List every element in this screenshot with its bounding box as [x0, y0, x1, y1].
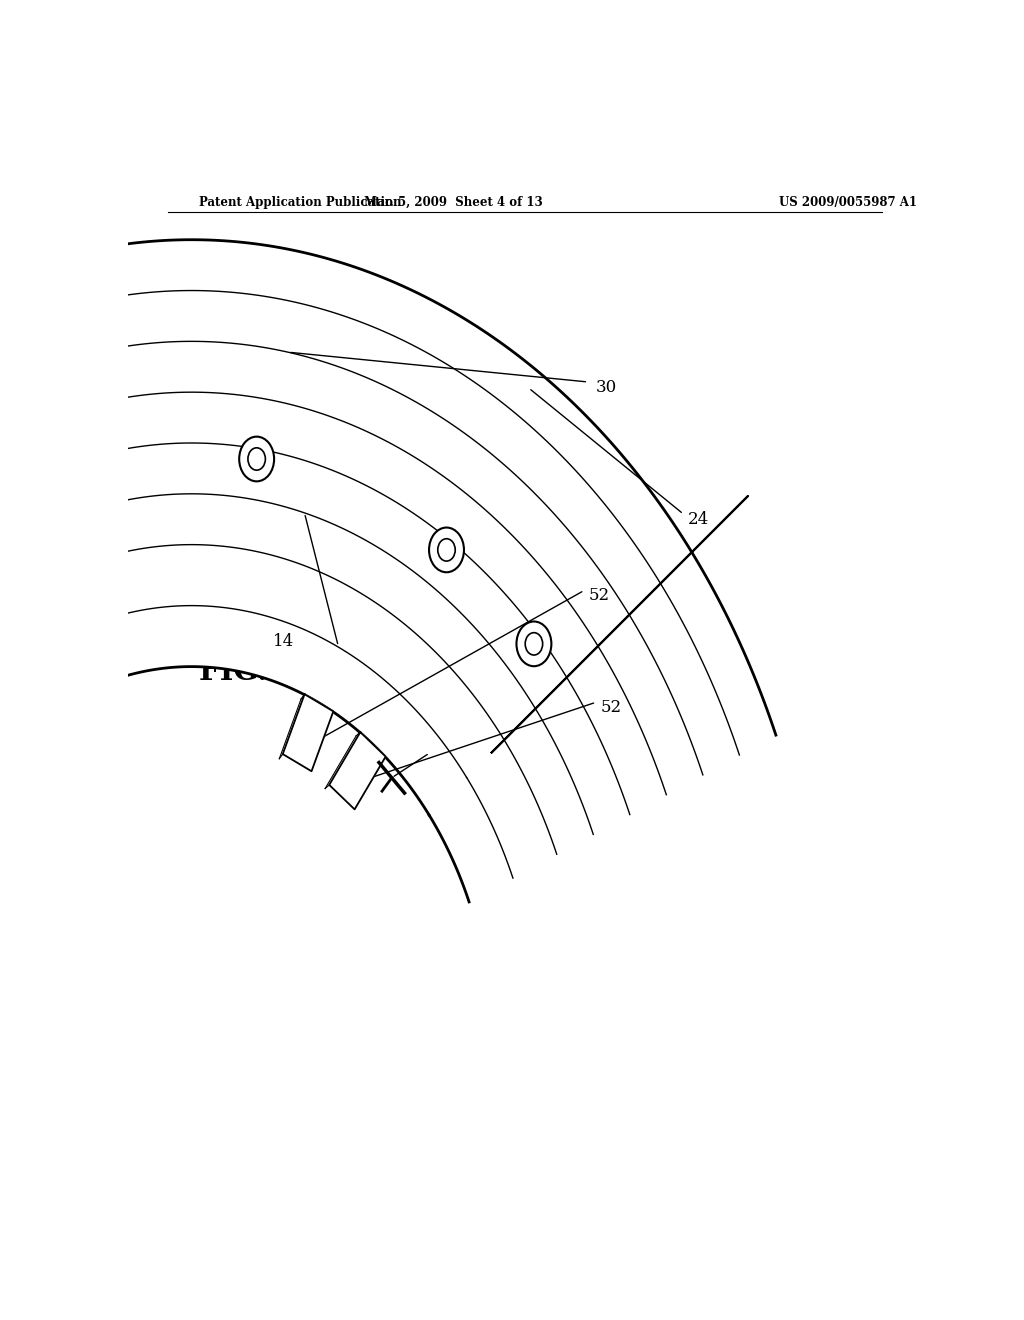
- Circle shape: [240, 437, 274, 482]
- Text: 24: 24: [687, 511, 709, 528]
- Polygon shape: [429, 552, 776, 902]
- Text: 52: 52: [600, 698, 622, 715]
- Polygon shape: [283, 694, 334, 771]
- Text: 54: 54: [356, 744, 378, 762]
- Polygon shape: [28, 240, 692, 814]
- Text: US 2009/0055987 A1: US 2009/0055987 A1: [778, 195, 916, 209]
- Circle shape: [429, 528, 464, 573]
- Polygon shape: [330, 733, 386, 809]
- Polygon shape: [0, 259, 120, 748]
- Text: Mar. 5, 2009  Sheet 4 of 13: Mar. 5, 2009 Sheet 4 of 13: [364, 195, 543, 209]
- Polygon shape: [492, 496, 749, 752]
- Text: 52: 52: [588, 587, 609, 605]
- Circle shape: [516, 622, 551, 667]
- Text: 14: 14: [273, 632, 295, 649]
- Text: Patent Application Publication: Patent Application Publication: [200, 195, 402, 209]
- Text: 30: 30: [596, 379, 617, 396]
- Text: FIG. 4: FIG. 4: [200, 657, 298, 686]
